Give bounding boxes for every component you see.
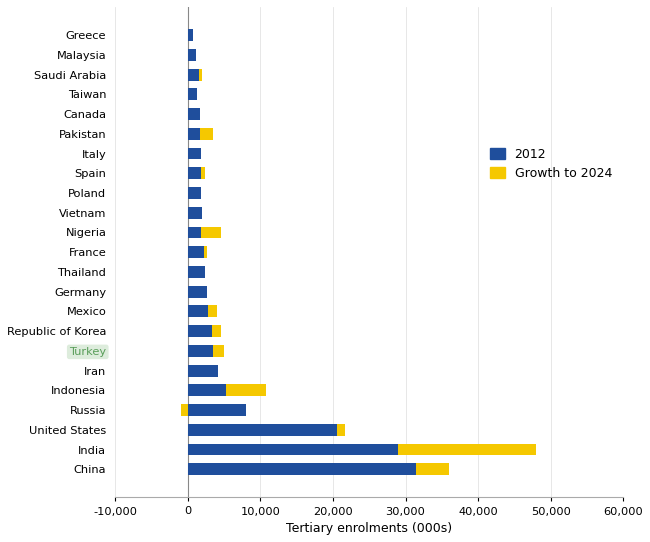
- Bar: [188, 227, 201, 238]
- Bar: [226, 384, 265, 396]
- Bar: [201, 227, 221, 238]
- Bar: [337, 424, 345, 436]
- Bar: [199, 69, 202, 81]
- Bar: [188, 88, 198, 100]
- Legend: 2012, Growth to 2024: 2012, Growth to 2024: [484, 143, 617, 185]
- X-axis label: Tertiary enrolments (000s): Tertiary enrolments (000s): [286, 522, 452, 535]
- Bar: [181, 404, 188, 416]
- Bar: [398, 443, 536, 455]
- Bar: [188, 147, 201, 159]
- Bar: [212, 325, 220, 337]
- Bar: [208, 306, 217, 317]
- Bar: [201, 167, 205, 179]
- Bar: [213, 345, 224, 357]
- Bar: [188, 404, 246, 416]
- Bar: [188, 463, 417, 475]
- Bar: [200, 128, 213, 140]
- Bar: [188, 345, 213, 357]
- Bar: [188, 187, 201, 199]
- Bar: [417, 463, 449, 475]
- Bar: [188, 443, 398, 455]
- Bar: [188, 286, 207, 298]
- Bar: [188, 128, 200, 140]
- Bar: [188, 207, 202, 218]
- Bar: [204, 246, 207, 258]
- Bar: [188, 266, 205, 278]
- Bar: [188, 167, 201, 179]
- Bar: [188, 306, 208, 317]
- Bar: [188, 325, 212, 337]
- Bar: [188, 246, 204, 258]
- Bar: [188, 108, 200, 120]
- Bar: [188, 49, 196, 61]
- Bar: [188, 29, 192, 41]
- Bar: [188, 69, 199, 81]
- Bar: [188, 384, 226, 396]
- Bar: [188, 424, 337, 436]
- Bar: [188, 365, 218, 377]
